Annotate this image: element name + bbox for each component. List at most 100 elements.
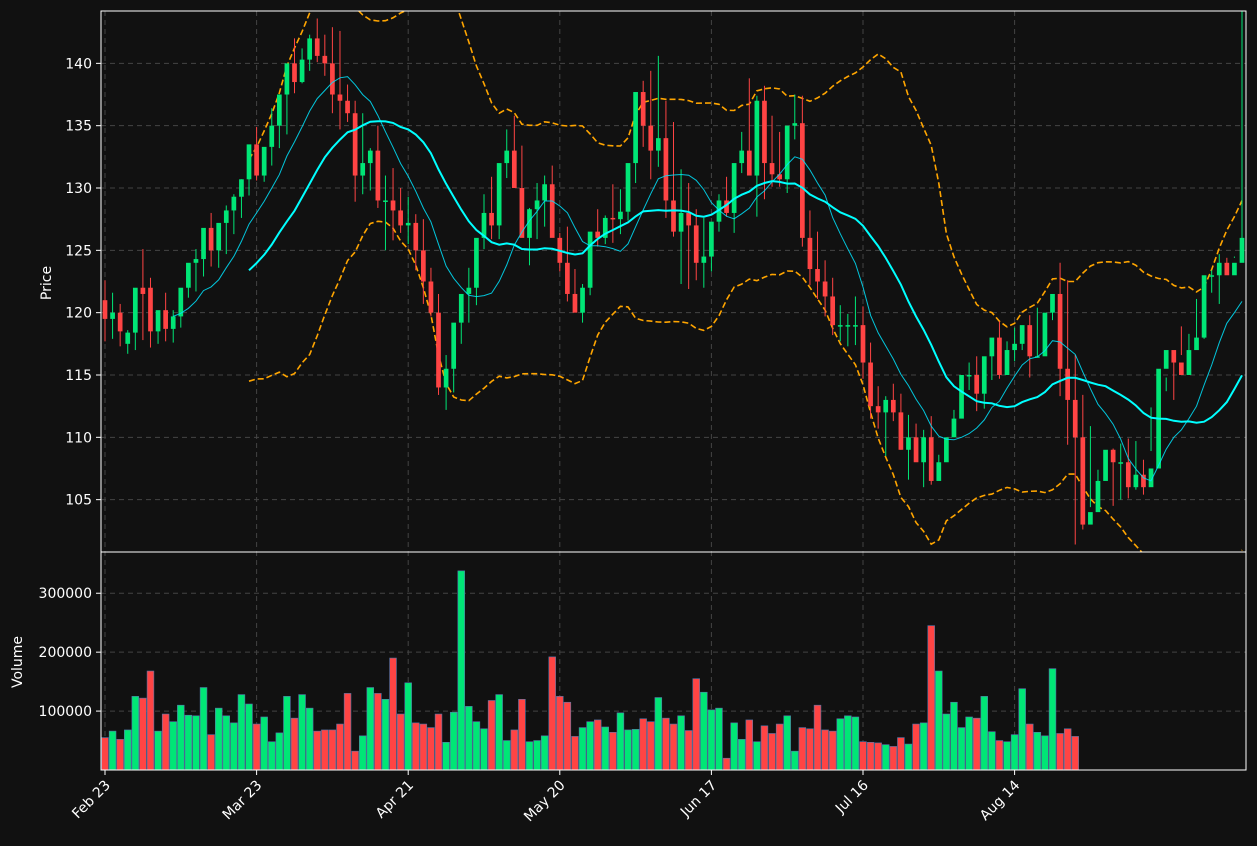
candle-body	[542, 184, 547, 201]
volume-bar	[684, 730, 693, 771]
candle-body	[1065, 368, 1071, 400]
volume-bar	[775, 723, 784, 771]
volume-bar	[1018, 688, 1026, 771]
volume-bar	[639, 718, 647, 771]
volume-bar	[980, 696, 988, 771]
candle-body	[390, 200, 396, 211]
candle-body	[375, 150, 381, 201]
candle-body	[299, 59, 305, 83]
volume-bar	[753, 741, 761, 771]
candle-body	[898, 412, 904, 450]
volume-bar	[935, 670, 943, 771]
volume-bar	[1041, 735, 1049, 771]
volume-bar	[571, 736, 579, 771]
ma-slow-line	[248, 120, 1243, 424]
price-tick-label: 115	[65, 368, 92, 384]
candle-body	[276, 94, 282, 126]
candle-body	[527, 209, 532, 238]
candle-body	[724, 200, 729, 213]
candle-body	[178, 287, 184, 317]
volume-bar	[919, 722, 928, 771]
volume-bar	[647, 721, 655, 771]
candle-body	[132, 287, 138, 333]
candle-body	[413, 222, 419, 251]
volume-bar	[396, 713, 405, 771]
volume-bar	[942, 713, 951, 771]
candle-body	[110, 312, 115, 319]
candle-body	[398, 210, 403, 226]
price-tick-label: 130	[65, 181, 92, 197]
candle-body	[421, 250, 426, 282]
price-tick-label: 135	[65, 119, 92, 135]
volume-bar	[586, 721, 594, 771]
candle-body	[830, 296, 836, 326]
volume-bar	[563, 701, 572, 771]
volume-bar	[972, 717, 981, 771]
volume-bar	[593, 719, 602, 771]
volume-bar	[480, 728, 488, 771]
volume-bar	[434, 713, 443, 771]
volume-bar	[745, 719, 754, 771]
candle-body	[565, 262, 570, 294]
volume-bar	[343, 693, 352, 771]
volume-bar	[139, 697, 147, 771]
volume-bar	[715, 707, 723, 771]
volume-bar	[965, 716, 973, 771]
volume-bar	[950, 701, 958, 771]
candle-body	[1072, 399, 1078, 438]
volume-bar	[389, 657, 397, 771]
candle-body	[1209, 275, 1215, 277]
candle-body	[307, 38, 313, 60]
candle-body	[284, 63, 290, 95]
candle-body	[511, 150, 517, 189]
candle-body	[140, 287, 146, 294]
candle-body	[504, 150, 510, 164]
volume-bar	[359, 735, 367, 771]
volume-bar	[161, 713, 170, 771]
volume-bar	[412, 722, 420, 771]
volume-bar	[214, 707, 223, 771]
candle-body	[822, 281, 828, 297]
volume-bar	[207, 734, 215, 771]
candle-body	[269, 125, 275, 147]
volume-bar	[601, 726, 609, 771]
candle-body	[1042, 312, 1048, 357]
candle-body	[201, 227, 206, 260]
volume-bar	[427, 727, 435, 771]
volume-bar	[889, 746, 898, 771]
volume-bar	[904, 743, 913, 771]
candle-body	[678, 212, 684, 232]
volume-tick-label: 200000	[39, 645, 92, 661]
candle-body	[1239, 237, 1245, 263]
volume-bar	[328, 729, 337, 771]
candle-body	[345, 100, 350, 114]
candle-body	[655, 138, 661, 151]
candle-body	[625, 163, 631, 212]
volume-bar	[533, 740, 541, 771]
volume-bar	[222, 715, 230, 771]
candle-body	[1179, 362, 1184, 375]
price-tick-label: 120	[65, 306, 92, 322]
candle-body	[451, 322, 457, 369]
candle-body	[193, 259, 199, 263]
candle-body	[1163, 350, 1169, 369]
volume-bar	[381, 698, 390, 771]
candle-body	[254, 144, 259, 176]
volume-bar	[230, 722, 238, 771]
candle-body	[1050, 293, 1055, 313]
candle-body	[928, 437, 934, 481]
volume-bar	[556, 696, 564, 771]
volume-bar	[828, 730, 837, 771]
volume-bar	[510, 729, 519, 771]
volume-bar	[305, 707, 314, 771]
candle-body	[496, 163, 502, 226]
candle-body	[330, 63, 335, 95]
volume-bar	[662, 717, 670, 771]
volume-bar	[404, 682, 412, 771]
volume-bar	[821, 729, 829, 771]
candle-body	[959, 374, 964, 419]
volume-bar	[836, 718, 844, 771]
volume-tick-label: 300000	[39, 586, 92, 602]
volume-bar	[108, 730, 117, 771]
candle-body	[648, 125, 654, 151]
